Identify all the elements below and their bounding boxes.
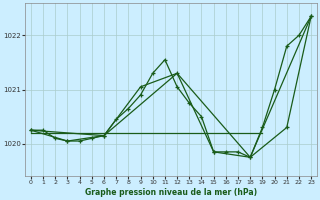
- X-axis label: Graphe pression niveau de la mer (hPa): Graphe pression niveau de la mer (hPa): [85, 188, 257, 197]
